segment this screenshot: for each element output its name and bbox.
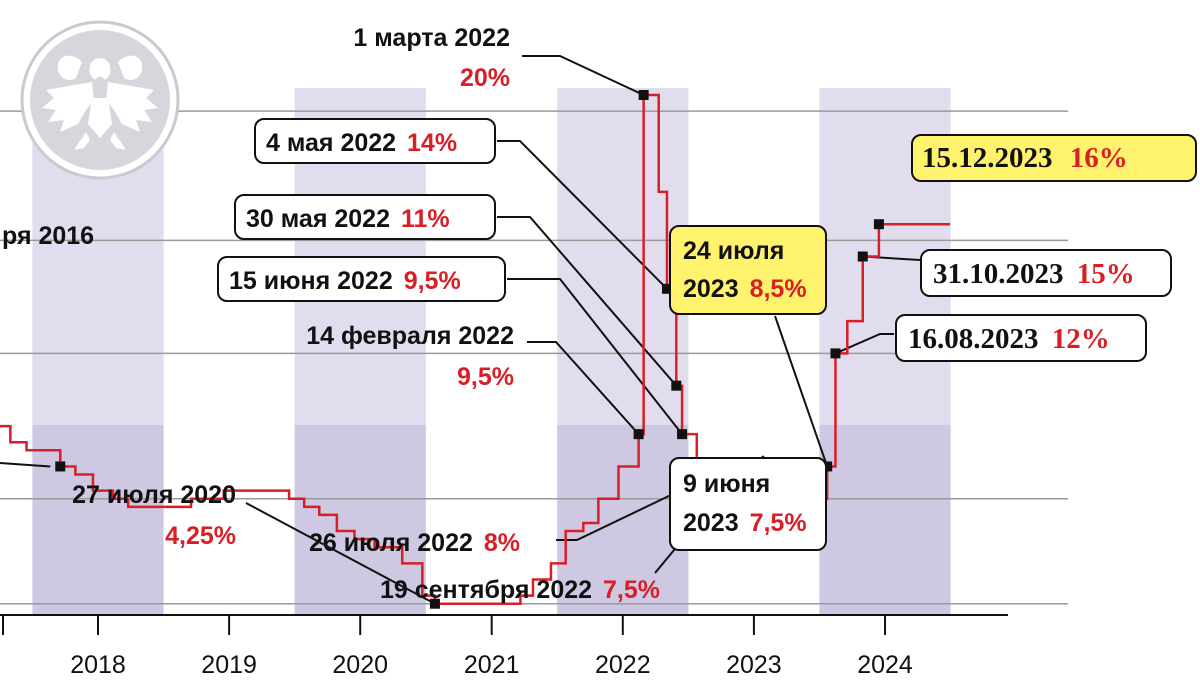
- leader-230816: [835, 333, 894, 355]
- annotation-230609-date-line1: 9 июня: [683, 470, 770, 498]
- annotation-0919-value: 7,5%: [603, 576, 660, 604]
- rate-marker: [671, 380, 682, 391]
- annotation-230609-date-line2: 2023: [683, 509, 739, 537]
- annotation-0615-text: 15 июня 2022 9,5%: [229, 267, 461, 295]
- annotation-0504-text: 4 мая 2022 14%: [266, 129, 457, 157]
- gridlines: [0, 110, 1068, 605]
- double-headed-eagle-icon: [20, 20, 180, 180]
- annotation-0919-date: 19 сентября 2022: [380, 576, 592, 604]
- annotation-0615-box: [217, 256, 506, 302]
- x-tick-label: 2019: [201, 651, 257, 679]
- annotation-leaders: [0, 55, 921, 605]
- leader-0726: [556, 481, 698, 541]
- rate-marker: [857, 251, 868, 262]
- leader-230724: [774, 315, 829, 467]
- leader-0214: [527, 341, 640, 435]
- annotation-230816-date: 16.08.2023: [908, 323, 1039, 355]
- rate-marker: [638, 90, 649, 100]
- annotation-0530-value: 11%: [401, 205, 450, 233]
- year-band-shade-2018: [32, 425, 164, 615]
- year-band-shade-2020: [294, 425, 426, 615]
- annotation-231031-box: [920, 249, 1172, 297]
- annotation-0504-box: [254, 118, 496, 164]
- annotation-0530-box: [234, 194, 496, 240]
- rate-marker: [873, 219, 884, 230]
- x-tick-label: 2023: [726, 651, 782, 679]
- rate-marker: [55, 461, 66, 472]
- rate-marker: [429, 598, 440, 609]
- year-band-shade-2022: [557, 425, 689, 615]
- annotation-0301-value: 20%: [460, 64, 510, 92]
- annotation-0214-date: 14 февраля 2022: [306, 322, 514, 350]
- x-axis: 2018 2019 2020 2021 2022 2023 2024: [0, 614, 1008, 679]
- annotation-0615-value: 9,5%: [404, 267, 461, 295]
- annotation-2020-value: 4,25%: [165, 522, 236, 550]
- annotation-230609-box: [669, 457, 827, 551]
- leader-2016: [0, 462, 51, 468]
- annotation-230816-text: 16.08.2023 12%: [908, 323, 1110, 355]
- annotation-230724-box: [669, 225, 827, 315]
- annotation-230816-value: 12%: [1052, 323, 1110, 355]
- annotation-231031-value: 15%: [1077, 258, 1135, 290]
- annotation-0530-text: 30 мая 2022 11%: [246, 205, 450, 233]
- x-tick-label: 2022: [595, 651, 651, 679]
- rate-marker: [677, 429, 688, 440]
- annotation-231215-text: 15.12.2023 16%: [922, 142, 1128, 174]
- annotation-0726-value: 8%: [484, 529, 520, 557]
- rate-marker: [661, 283, 672, 294]
- annotation-230724-date-line2: 2023: [683, 275, 739, 303]
- annotation-0301-date: 1 марта 2022: [353, 24, 510, 52]
- rate-marker: [822, 461, 833, 472]
- leader-0530: [497, 216, 678, 387]
- annotation-0530-date: 30 мая 2022: [246, 205, 390, 233]
- leader-0504: [497, 140, 668, 290]
- annotation-2016-date: ря 2016: [2, 222, 94, 250]
- x-tick-label: 2024: [857, 651, 913, 679]
- annotation-230609-text: 2023 7,5%: [683, 509, 807, 537]
- leader-2020: [245, 502, 436, 605]
- leader-0615: [507, 278, 683, 435]
- annotation-0504-value: 14%: [407, 129, 457, 157]
- annotation-231215-value: 16%: [1070, 142, 1128, 174]
- x-tick-label: 2020: [332, 651, 388, 679]
- annotation-231031-text: 31.10.2023 15%: [933, 258, 1135, 290]
- x-tick-label: 2018: [70, 651, 126, 679]
- annotation-230609-value: 7,5%: [750, 509, 807, 537]
- annotation-231215-box: [911, 134, 1197, 182]
- annotation-230816-box: [895, 314, 1147, 362]
- annotation-0726-text: 26 июля 2022 8%: [309, 529, 520, 557]
- annotation-0214-value: 9,5%: [457, 363, 514, 391]
- annotation-231031-date: 31.10.2023: [933, 258, 1064, 290]
- leader-0301: [522, 55, 645, 96]
- rate-marker: [633, 429, 644, 440]
- annotation-0504-date: 4 мая 2022: [266, 129, 396, 157]
- annotations: ря 2016 27 июля 2020 4,25% 1 марта 2022 …: [2, 24, 1197, 604]
- annotation-0919-text: 19 сентября 2022 7,5%: [380, 576, 660, 604]
- x-tick-label: 2021: [464, 651, 520, 679]
- annotation-230724-text: 2023 8,5%: [683, 275, 807, 303]
- annotation-2020-date: 27 июля 2020: [72, 481, 236, 509]
- annotation-230724-value: 8,5%: [750, 275, 807, 303]
- annotation-0615-date: 15 июня 2022: [229, 267, 393, 295]
- annotation-0726-date: 26 июля 2022: [309, 529, 473, 557]
- annotation-230724-date-line1: 24 июля: [683, 237, 784, 265]
- annotation-231215-date: 15.12.2023: [922, 142, 1053, 174]
- year-band-shade-2024: [819, 425, 951, 615]
- rate-marker: [830, 348, 841, 359]
